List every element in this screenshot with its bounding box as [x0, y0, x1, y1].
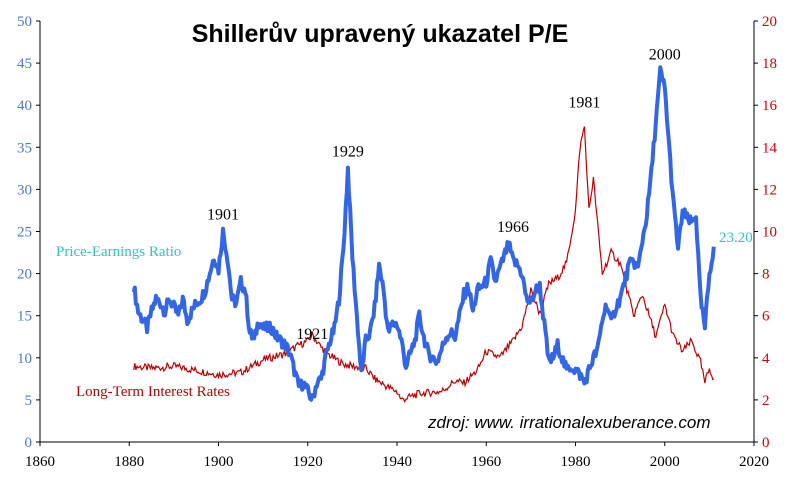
left-tick-label: 20 — [17, 267, 32, 283]
peak-label: 1929 — [332, 143, 364, 160]
right-tick-label: 2 — [762, 393, 770, 409]
series-line-interest-rates — [133, 126, 715, 404]
right-tick-label: 0 — [762, 435, 770, 451]
series-line-pe-ratio — [131, 65, 716, 402]
right-tick-label: 20 — [762, 14, 777, 30]
series-label-pe: Price-Earnings Ratio — [56, 244, 181, 260]
x-tick-label: 1900 — [204, 454, 234, 470]
x-tick-label: 1880 — [114, 454, 144, 470]
right-tick-label: 18 — [762, 56, 777, 72]
peak-label: 1921 — [296, 326, 328, 343]
left-tick-label: 45 — [17, 56, 32, 72]
right-tick-label: 8 — [762, 267, 770, 283]
left-tick-label: 35 — [17, 140, 32, 156]
source-note: zdroj: www. irrationalexuberance.com — [427, 413, 711, 432]
last-value-label: 23.20 — [719, 230, 753, 246]
right-tick-label: 12 — [762, 182, 777, 198]
peak-label: 1966 — [497, 219, 529, 236]
x-tick-label: 1960 — [471, 454, 501, 470]
left-axis-ticks: 0 5 10 15 20 25 30 35 40 45 50 — [17, 14, 40, 451]
x-tick-label: 2000 — [650, 454, 680, 470]
x-tick-label: 2020 — [739, 454, 769, 470]
right-tick-label: 14 — [762, 140, 778, 156]
right-tick-label: 4 — [762, 351, 770, 367]
axes — [39, 21, 755, 443]
left-tick-label: 25 — [17, 225, 32, 241]
right-tick-label: 10 — [762, 225, 777, 241]
peak-label: 1901 — [207, 207, 239, 224]
x-tick-label: 1920 — [293, 454, 323, 470]
x-axis-ticks: 1860 1880 1900 1920 1940 1960 1980 2000 2020 — [25, 442, 769, 470]
right-axis-ticks: 0 2 4 6 8 10 12 14 16 18 20 — [754, 14, 778, 451]
left-tick-label: 15 — [17, 309, 32, 325]
peak-labels: 1901 1921 1929 1966 1981 2000 — [207, 47, 681, 343]
chart-title: Shillerův upravený ukazatel P/E — [192, 20, 569, 48]
left-tick-label: 40 — [17, 98, 32, 114]
peak-label: 2000 — [649, 47, 681, 64]
left-tick-label: 30 — [17, 182, 32, 198]
right-tick-label: 6 — [762, 309, 770, 325]
x-tick-label: 1860 — [25, 454, 55, 470]
left-tick-label: 50 — [17, 14, 32, 30]
left-tick-label: 10 — [17, 351, 32, 367]
right-tick-label: 16 — [762, 98, 778, 114]
left-tick-label: 5 — [25, 393, 33, 409]
series-label-interest-rates: Long-Term Interest Rates — [76, 384, 230, 400]
peak-label: 1981 — [568, 95, 600, 112]
left-tick-label: 0 — [25, 435, 33, 451]
x-tick-label: 1940 — [382, 454, 412, 470]
x-tick-label: 1980 — [561, 454, 591, 470]
